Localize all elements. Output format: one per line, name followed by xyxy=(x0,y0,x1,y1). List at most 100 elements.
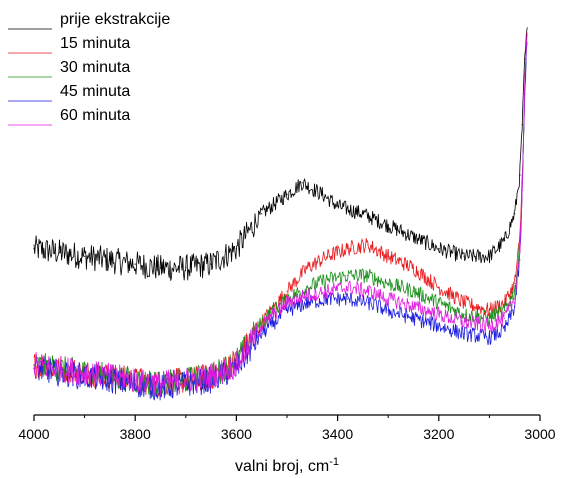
series-5-line xyxy=(33,33,528,398)
series-2-point-19 xyxy=(463,302,465,304)
series-1-point-10 xyxy=(261,213,263,215)
series-3-point-21 xyxy=(504,309,506,312)
legend-label-2: 15 minuta xyxy=(60,35,130,52)
series-1-point-2 xyxy=(58,251,60,254)
series-3-point-15 xyxy=(367,275,369,277)
series-4-point-21 xyxy=(504,329,506,331)
x-tick-label-4: 3400 xyxy=(322,426,353,442)
series-2-point-17 xyxy=(412,267,415,269)
series-1-point-1 xyxy=(33,248,35,250)
series-5-point-22 xyxy=(514,298,516,300)
legend-label-3: 30 minuta xyxy=(60,59,130,76)
series-5-point-18 xyxy=(438,313,440,315)
x-axis-title-superscript: -1 xyxy=(329,456,339,468)
series-3-point-16 xyxy=(387,282,389,284)
x-tick-label-6: 3000 xyxy=(524,426,555,442)
series-1-point-21 xyxy=(504,240,506,242)
series-1-point-12 xyxy=(301,182,303,184)
series-2-point-14 xyxy=(347,248,349,250)
series-1-point-15 xyxy=(362,213,364,215)
x-tick-label-2: 3800 xyxy=(120,426,151,442)
series-5-point-23 xyxy=(519,251,521,254)
series-1-point-8 xyxy=(210,263,212,265)
series-1-point-6 xyxy=(159,267,162,269)
series-1-point-23 xyxy=(519,174,521,176)
series-1-point-9 xyxy=(235,248,237,250)
series-4-point-20 xyxy=(488,337,490,339)
series-5-point-19 xyxy=(463,321,465,323)
series-5-point-4 xyxy=(109,375,111,377)
series-5-point-8 xyxy=(210,375,212,377)
series-1-point-14 xyxy=(337,205,339,207)
series-1-point-4 xyxy=(109,259,111,261)
series-5-point-5 xyxy=(134,379,136,381)
series-3-point-12 xyxy=(306,286,308,288)
series-2-point-22 xyxy=(514,282,516,284)
series-1-point-24 xyxy=(521,124,523,126)
series-3-point-20 xyxy=(488,317,490,319)
legend-label-4: 45 minuta xyxy=(60,83,130,100)
series-1-point-16 xyxy=(387,224,389,226)
legend: prije ekstrakcije 15 minuta 30 minuta 45 mi… xyxy=(8,11,170,126)
series-3-point-13 xyxy=(326,279,329,281)
series-5-point-15 xyxy=(367,290,369,292)
series-5-point-3 xyxy=(84,371,86,373)
series-5-point-20 xyxy=(488,325,490,327)
series-1-point-17 xyxy=(412,236,415,238)
series-1-line xyxy=(33,28,528,281)
series-1-point-25 xyxy=(524,58,526,60)
series-2-point-20 xyxy=(488,309,490,312)
series-2-point-16 xyxy=(387,255,389,257)
series-5-point-26 xyxy=(526,27,528,29)
x-tick-label-3: 3600 xyxy=(221,426,252,442)
series-5 xyxy=(33,27,528,398)
series-1-point-22 xyxy=(514,213,516,215)
series-5-point-13 xyxy=(326,290,329,292)
series-1-point-11 xyxy=(286,193,288,195)
series-3-point-17 xyxy=(412,290,415,292)
series-layer xyxy=(33,27,528,401)
series-1-point-13 xyxy=(321,193,323,195)
series-4-point-15 xyxy=(367,302,369,304)
series-1-point-5 xyxy=(134,263,136,265)
series-2-point-18 xyxy=(438,286,440,288)
series-4-point-16 xyxy=(387,309,389,312)
series-4-point-18 xyxy=(438,325,440,327)
series-4-point-22 xyxy=(514,306,516,308)
series-5-point-14 xyxy=(347,286,349,288)
series-4-point-19 xyxy=(463,333,465,335)
series-4-point-13 xyxy=(326,298,329,300)
x-axis-title-text: valni broj, cm xyxy=(235,458,329,475)
series-5-point-17 xyxy=(412,306,415,308)
series-5-point-25 xyxy=(524,89,526,91)
series-1 xyxy=(33,27,528,281)
series-5-point-16 xyxy=(387,298,389,300)
series-5-point-6 xyxy=(159,383,162,385)
series-4-point-14 xyxy=(347,298,349,300)
series-5-point-10 xyxy=(261,325,263,327)
x-tick-label-1: 4000 xyxy=(18,426,49,442)
series-2-point-12 xyxy=(306,267,308,269)
series-4-point-17 xyxy=(412,317,415,319)
series-3-point-18 xyxy=(438,302,440,304)
series-4-point-12 xyxy=(306,302,308,304)
legend-label-5: 60 minuta xyxy=(60,107,130,124)
series-4-point-11 xyxy=(286,309,288,312)
series-5-point-12 xyxy=(306,294,308,296)
series-3-point-22 xyxy=(514,290,516,292)
series-3-point-10 xyxy=(261,321,263,323)
series-4-point-10 xyxy=(261,333,263,335)
series-5-point-11 xyxy=(286,302,288,304)
series-1-point-7 xyxy=(185,267,187,269)
legend-label-1: prije ekstrakcije xyxy=(60,11,170,28)
series-3-point-19 xyxy=(463,313,465,315)
series-5-point-21 xyxy=(504,317,506,319)
series-2-point-15 xyxy=(367,244,369,246)
series-2-point-11 xyxy=(286,290,288,292)
series-5-point-1 xyxy=(33,364,35,366)
x-tick-label-5: 3200 xyxy=(423,426,454,442)
series-2-point-13 xyxy=(326,255,329,257)
series-5-point-24 xyxy=(521,186,523,188)
